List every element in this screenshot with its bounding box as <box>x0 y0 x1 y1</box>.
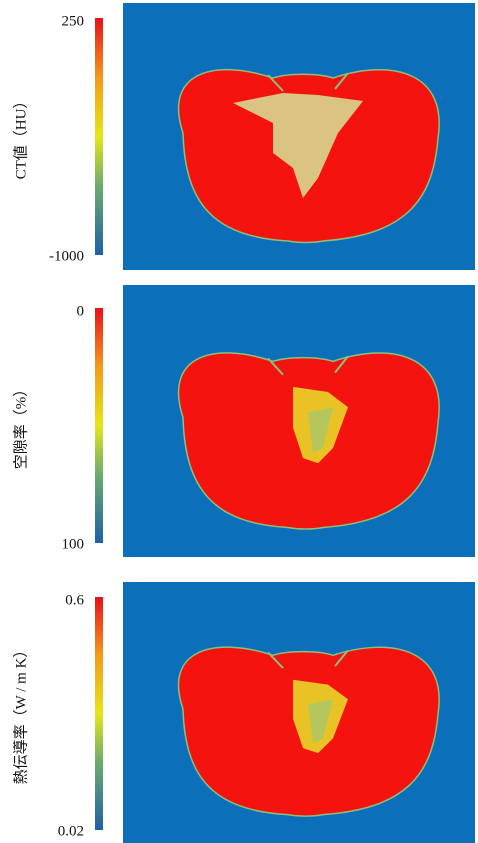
panel: CT値（HU） 250 -1000 <box>12 3 475 270</box>
panel: 空隙率（%） 0 100 <box>12 285 475 557</box>
colorbar <box>95 308 103 543</box>
colorbar-min: 100 <box>62 536 85 552</box>
colorbar <box>95 597 103 830</box>
panel: 熱伝導率（W / m K） 0.6 0.02 <box>12 582 475 843</box>
colorbar-max: 0.6 <box>65 592 84 608</box>
colorbar <box>95 18 103 255</box>
figure: CT値（HU） 250 -1000 空隙率（%） 0 100 熱伝導率（W / m K） 0.… <box>0 0 478 843</box>
colorbar-label: CT値（HU） <box>12 94 29 180</box>
colorbar-label: 空隙率（%） <box>12 382 29 470</box>
colorbar-min: 0.02 <box>58 823 84 839</box>
colorbar-label: 熱伝導率（W / m K） <box>12 643 29 785</box>
colorbar-max: 250 <box>62 13 85 29</box>
colorbar-min: -1000 <box>49 248 84 264</box>
tomato <box>179 70 440 243</box>
tomato <box>179 647 440 816</box>
colorbar-max: 0 <box>77 303 85 319</box>
tomato <box>179 353 440 529</box>
